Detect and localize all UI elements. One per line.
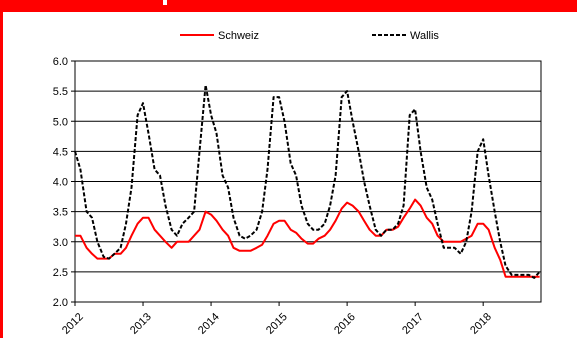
x-tick-label: 2016 — [332, 311, 358, 337]
y-tick-label: 2.5 — [53, 267, 68, 279]
y-axis: 2.0 2.5 3.0 3.5 4.0 4.5 5.0 5.5 6.0 — [53, 56, 75, 309]
series-line-wallis — [74, 84, 541, 279]
legend-label-schweiz: Schweiz — [218, 30, 259, 42]
left-red-border — [0, 0, 3, 338]
legend: Schweiz Wallis — [180, 30, 439, 42]
legend-label-wallis: Wallis — [410, 30, 439, 42]
x-tick-label: 2014 — [196, 311, 222, 337]
y-tick-label: 5.0 — [53, 116, 68, 128]
y-tick-label: 4.0 — [53, 177, 68, 189]
y-tick-label: 5.5 — [53, 86, 68, 98]
grid-lines — [75, 90, 541, 273]
title-bar-notch — [163, 0, 167, 5]
x-tick-label: 2015 — [264, 311, 290, 337]
x-axis: 2012 2013 2014 2015 2016 2017 2018 — [60, 302, 494, 337]
y-tick-label: 3.5 — [53, 207, 68, 219]
x-tick-label: 2013 — [128, 311, 154, 337]
series-lines — [74, 84, 541, 279]
y-tick-label: 4.5 — [53, 146, 68, 158]
y-tick-label: 2.0 — [53, 297, 68, 309]
series-line-schweiz — [75, 198, 540, 278]
y-tick-label: 3.0 — [53, 237, 68, 249]
x-tick-label: 2018 — [468, 311, 494, 337]
y-tick-label: 6.0 — [53, 56, 68, 68]
top-red-bar — [0, 0, 577, 12]
x-tick-label: 2017 — [400, 311, 426, 337]
x-tick-label: 2012 — [60, 311, 86, 337]
